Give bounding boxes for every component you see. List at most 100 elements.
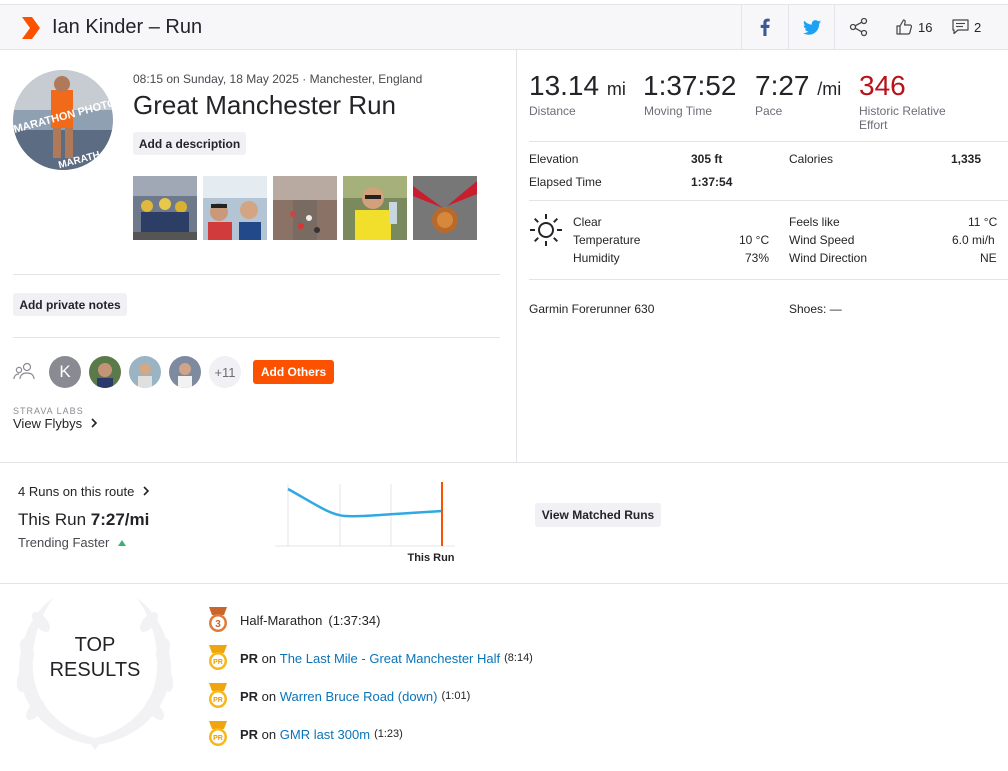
this-run-value: 7:27/mi xyxy=(90,510,150,529)
trending-indicator: Trending Faster xyxy=(18,535,127,550)
wind-speed-label: Wind Speed xyxy=(789,233,855,247)
pr-label: PR xyxy=(240,688,259,704)
this-run-pace: This Run 7:27/mi xyxy=(18,510,149,530)
relative-effort-label-2: Effort xyxy=(859,118,888,132)
top-result-time: (1:37:34) xyxy=(328,612,381,628)
column-divider xyxy=(516,50,517,462)
group-athlete-avatar[interactable]: K xyxy=(49,356,81,388)
comments-button[interactable]: 2 xyxy=(952,5,981,49)
facebook-icon xyxy=(760,18,770,36)
view-flybys-label: View Flybys xyxy=(13,416,83,431)
section-divider xyxy=(0,462,1008,463)
humidity-value: 73% xyxy=(745,251,770,265)
distance-unit: mi xyxy=(606,79,626,99)
bronze-medal-icon: 3 xyxy=(209,607,227,632)
kudos-button[interactable]: 16 xyxy=(896,5,932,49)
activity-photo[interactable] xyxy=(273,176,337,240)
page-title: Ian Kinder – Run xyxy=(52,16,203,38)
pr-label: PR xyxy=(240,726,259,742)
group-athlete-avatar[interactable] xyxy=(169,356,201,388)
trending-label: Trending Faster xyxy=(18,535,110,550)
twitter-share-button[interactable] xyxy=(788,5,834,49)
shoes-info: Shoes: — xyxy=(789,302,842,316)
humidity-label: Humidity xyxy=(573,251,620,265)
temperature-label: Temperature xyxy=(573,233,641,247)
top-result-row: PR PR on Warren Bruce Road (down) (1:01) xyxy=(206,682,470,710)
activity-photo[interactable] xyxy=(203,176,267,240)
pr-label: PR xyxy=(240,650,259,666)
svg-text:PR: PR xyxy=(213,735,223,742)
pace-stat: 7:27 /mi xyxy=(755,70,841,102)
svg-text:3: 3 xyxy=(215,619,221,630)
feels-like-value: 11 °C xyxy=(968,215,998,229)
top-result-prefix: on xyxy=(258,650,280,666)
facebook-share-button[interactable] xyxy=(741,5,788,49)
strava-labs-label: STRAVA LABS xyxy=(13,406,84,416)
segment-link[interactable]: GMR last 300m xyxy=(279,726,371,742)
activity-photo[interactable] xyxy=(343,176,407,240)
temperature-value: 10 °C xyxy=(739,233,770,247)
weather-condition: Clear xyxy=(573,215,602,229)
add-description-button[interactable]: Add a description xyxy=(133,132,246,155)
trending-up-icon xyxy=(117,540,126,546)
section-divider xyxy=(0,583,1008,584)
activity-photo[interactable] xyxy=(413,176,477,240)
more-athletes-label: +11 xyxy=(214,364,236,380)
group-athlete-avatar[interactable] xyxy=(129,356,161,388)
top-result-time: (1:23) xyxy=(374,728,403,740)
view-flybys-link[interactable]: View Flybys xyxy=(13,416,98,431)
add-others-button[interactable]: Add Others xyxy=(253,360,334,384)
top-result-prefix: on xyxy=(258,726,280,742)
pace-value: 7:27 xyxy=(755,70,810,101)
share-button[interactable] xyxy=(834,5,882,49)
activity-name: Great Manchester Run xyxy=(133,90,397,120)
activity-photo[interactable] xyxy=(133,176,197,240)
strava-chevron-icon xyxy=(22,17,40,39)
wind-direction-label: Wind Direction xyxy=(789,251,868,265)
svg-text:PR: PR xyxy=(213,659,223,666)
top-result-time: (1:01) xyxy=(441,690,471,702)
more-athletes-count[interactable]: +11 xyxy=(209,356,241,388)
matched-runs-link[interactable]: 4 Runs on this route xyxy=(18,484,150,499)
relative-effort-value[interactable]: 346 xyxy=(859,70,906,101)
pace-unit: /mi xyxy=(817,79,842,99)
top-result-row: PR PR on GMR last 300m (1:23) xyxy=(206,720,403,748)
moving-time-label: Moving Time xyxy=(644,104,713,118)
group-athlete-avatar[interactable] xyxy=(89,356,121,388)
divider xyxy=(13,337,500,338)
elevation-label: Elevation xyxy=(529,152,579,166)
segment-link[interactable]: Warren Bruce Road (down) xyxy=(279,688,438,704)
svg-text:PR: PR xyxy=(213,697,223,704)
kudos-count: 16 xyxy=(918,19,933,35)
matched-runs-chart[interactable]: This Run xyxy=(275,482,455,566)
distance-stat: 13.14 mi xyxy=(529,70,626,102)
pr-medal-icon: PR xyxy=(209,721,227,746)
pace-label: Pace xyxy=(755,104,783,118)
calories-label: Calories xyxy=(789,152,834,166)
athlete-avatar[interactable]: MARATHON PHOTO MARATH xyxy=(13,70,113,170)
add-private-notes-button[interactable]: Add private notes xyxy=(13,293,127,316)
group-activity-icon xyxy=(13,362,35,380)
top-result-prefix: on xyxy=(258,688,280,704)
divider xyxy=(529,279,1008,280)
moving-time-value: 1:37:52 xyxy=(643,70,737,101)
athlete-photo: MARATHON PHOTO MARATH xyxy=(13,70,113,170)
segment-link[interactable]: The Last Mile - Great Manchester Half xyxy=(279,650,501,666)
comment-icon xyxy=(952,19,969,35)
top-result-row: PR PR on The Last Mile - Great Mancheste… xyxy=(206,644,533,672)
feels-like-label: Feels like xyxy=(789,215,840,229)
pace-trend-line xyxy=(287,487,443,518)
calories-value: 1,335 xyxy=(951,152,982,166)
elapsed-time-value: 1:37:54 xyxy=(691,175,733,189)
divider xyxy=(529,200,1008,201)
share-icon xyxy=(849,17,867,37)
top-results-title: TOP RESULTS xyxy=(13,633,177,683)
pr-medal-icon: PR xyxy=(209,683,227,708)
thumbs-up-icon xyxy=(896,19,913,35)
elevation-value: 305 ft xyxy=(691,152,723,166)
view-matched-runs-button[interactable]: View Matched Runs xyxy=(535,503,661,527)
top-result-row: 3 Half-Marathon (1:37:34) xyxy=(206,606,380,634)
comments-count: 2 xyxy=(974,19,982,35)
top-result-achievement: Half-Marathon xyxy=(240,612,323,628)
matched-runs-count: 4 Runs on this route xyxy=(18,484,135,499)
